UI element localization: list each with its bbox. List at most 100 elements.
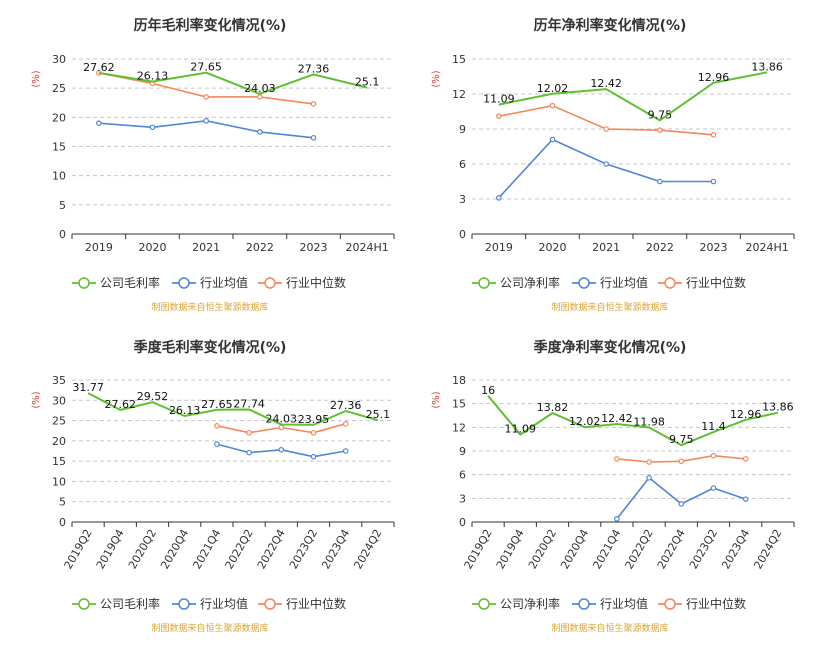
data-point — [614, 456, 620, 462]
series-line — [487, 395, 779, 447]
y-tick-label: 0 — [459, 228, 466, 241]
x-tick-label: 2020 — [139, 241, 167, 254]
data-label: 9.75 — [648, 108, 673, 121]
x-tick-label: 2023 — [300, 241, 328, 254]
data-label: 13.82 — [537, 401, 569, 414]
data-label: 27.36 — [330, 399, 362, 412]
x-tick-label: 2024Q2 — [751, 527, 784, 571]
y-tick-label: 6 — [459, 469, 466, 482]
data-point — [310, 453, 317, 460]
y-tick-label: 30 — [52, 53, 66, 66]
x-tick-label: 2022Q4 — [655, 527, 688, 571]
y-tick-label: 35 — [52, 374, 66, 387]
chart-title: 季度毛利率变化情况(%) — [133, 339, 287, 356]
data-label: 11.98 — [633, 415, 665, 428]
chart-panel-1: 历年毛利率变化情况(%) (%) 0 5 10 15 20 25 30 2019 2020 2021 2… — [31, 17, 395, 313]
data-point — [96, 120, 102, 126]
x-tick-label: 2022Q2 — [223, 527, 256, 571]
data-label: 24.03 — [266, 413, 298, 426]
legend-label: 行业均值 — [200, 596, 248, 611]
data-point — [203, 94, 209, 100]
data-point — [710, 452, 717, 459]
data-label: 12.96 — [698, 71, 730, 84]
y-tick-label: 3 — [459, 193, 466, 206]
y-tick-label: 10 — [52, 475, 66, 488]
x-tick-label: 2019Q4 — [94, 527, 127, 571]
y-tick-label: 15 — [452, 53, 466, 66]
x-tick-label: 2020Q4 — [158, 527, 191, 571]
series-3 — [214, 421, 349, 436]
y-tick-label: 25 — [52, 82, 66, 95]
data-point — [214, 423, 220, 429]
data-point — [710, 132, 717, 138]
data-label: 27.36 — [298, 62, 330, 75]
data-point — [310, 134, 317, 141]
legend: 公司净利率 行业均值 行业中位数 — [472, 596, 746, 611]
data-label: 12.96 — [730, 408, 762, 421]
x-tick-label: 2022Q2 — [623, 527, 656, 571]
legend-swatch-marker — [78, 598, 90, 610]
chart-panel-3: 季度毛利率变化情况(%) (%) 0 5 10 15 20 25 30 35 2019Q2 2019Q… — [31, 339, 395, 634]
source-note: 制图数据来自恒生聚源数据库 — [551, 301, 668, 313]
y-tick-label: 15 — [452, 398, 466, 411]
data-label: 23.95 — [298, 413, 330, 426]
data-point — [257, 129, 263, 135]
x-tick-label: 2021Q4 — [590, 527, 623, 571]
legend-label: 公司毛利率 — [100, 596, 160, 611]
data-label: 12.42 — [590, 77, 622, 90]
data-point — [214, 441, 220, 447]
y-tick-label: 20 — [52, 111, 66, 124]
x-tick-label: 2020 — [539, 241, 567, 254]
legend-label: 行业均值 — [600, 275, 648, 290]
y-tick-label: 12 — [452, 421, 466, 434]
data-point — [657, 127, 663, 133]
chart-panel-2: 历年净利率变化情况(%) (%) 0 3 6 9 12 15 2019 2020 2021 2022 2… — [431, 17, 795, 313]
x-tick-label: 2022 — [246, 241, 274, 254]
x-tick-label: 2021 — [192, 241, 220, 254]
data-label: 25.1 — [366, 408, 391, 421]
y-tick-label: 20 — [52, 435, 66, 448]
x-tick-label: 2023Q2 — [687, 527, 720, 571]
data-point — [246, 429, 252, 436]
legend-swatch-marker — [578, 598, 590, 610]
data-point — [678, 501, 685, 507]
x-tick-label: 2024Q2 — [351, 527, 384, 571]
data-point — [310, 429, 317, 436]
legend-swatch-marker — [178, 598, 190, 610]
legend-swatch-marker — [478, 277, 490, 289]
x-tick-label: 2019 — [485, 241, 513, 254]
data-label: 27.74 — [233, 397, 265, 410]
y-tick-label: 25 — [52, 415, 66, 428]
data-point — [549, 102, 556, 109]
data-point — [310, 101, 317, 107]
data-point — [149, 124, 156, 131]
legend-label: 公司净利率 — [500, 275, 560, 290]
legend-label: 行业均值 — [200, 275, 248, 290]
series-line — [498, 138, 714, 199]
data-label: 27.62 — [105, 398, 137, 411]
y-tick-label: 9 — [459, 445, 466, 458]
x-tick-label: 2023 — [700, 241, 728, 254]
y-tick-label: 3 — [459, 492, 466, 505]
x-tick-label: 2019 — [85, 241, 113, 254]
data-point — [646, 459, 652, 465]
x-tick-label: 2020Q2 — [526, 527, 559, 571]
y-tick-label: 5 — [59, 199, 66, 212]
legend-swatch-marker — [478, 598, 490, 610]
x-tick-label: 2021 — [592, 241, 620, 254]
data-label: 25.1 — [355, 76, 380, 89]
source-note: 制图数据来自恒生聚源数据库 — [151, 622, 268, 634]
y-tick-label: 9 — [459, 123, 466, 136]
data-label: 16 — [481, 384, 495, 397]
x-tick-label: 2019Q4 — [494, 527, 527, 571]
x-tick-label: 2022 — [646, 241, 674, 254]
y-tick-label: 0 — [459, 516, 466, 529]
source-note: 制图数据来自恒生聚源数据库 — [151, 301, 268, 313]
data-label: 27.62 — [83, 61, 115, 74]
y-axis-unit-label: (%) — [431, 391, 442, 408]
legend-label: 行业中位数 — [686, 596, 746, 611]
x-tick-label: 2024H1 — [746, 241, 789, 254]
data-point — [278, 446, 285, 453]
x-tick-label: 2019Q2 — [62, 527, 95, 571]
